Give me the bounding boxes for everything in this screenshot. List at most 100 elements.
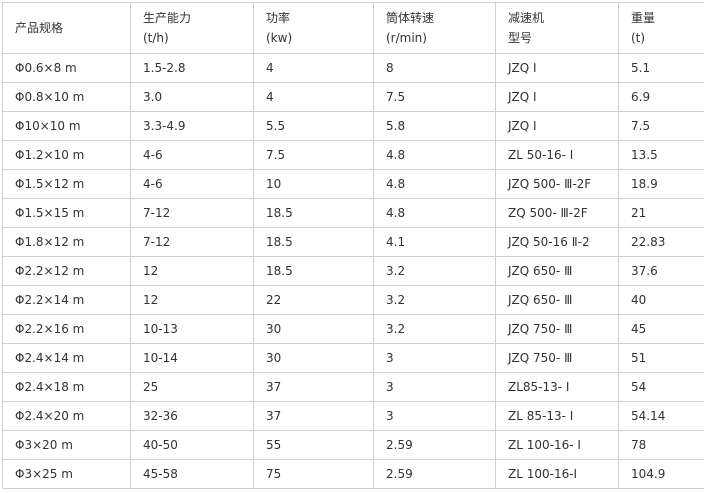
table-cell: Φ1.5×12 m: [2, 169, 131, 199]
table-cell: 12: [130, 256, 254, 286]
table-row: Φ1.5×12 m 4-6 10 4.8 JZQ 500- Ⅲ-2F 18.9: [2, 169, 704, 199]
column-label: 产品规格: [15, 21, 64, 35]
table-row: Φ3×20 m 40-50 55 2.59 ZL 100-16- Ⅰ 78: [2, 430, 704, 460]
table-row: Φ2.4×14 m 10-14 30 3 JZQ 750- Ⅲ 51: [2, 343, 704, 373]
table-cell: 3.3-4.9: [130, 111, 254, 141]
table-row: Φ1.2×10 m 4-6 7.5 4.8 ZL 50-16- Ⅰ 13.5: [2, 140, 704, 170]
table-row: Φ0.8×10 m 3.0 4 7.5 JZQ Ⅰ 6.9: [2, 82, 704, 112]
table-cell: JZQ Ⅰ: [495, 111, 619, 141]
table-cell: 30: [253, 343, 374, 373]
table-cell: Φ1.8×12 m: [2, 227, 131, 257]
table-cell: 22: [253, 285, 374, 315]
table-cell: Φ2.4×14 m: [2, 343, 131, 373]
table-row: Φ0.6×8 m 1.5-2.8 4 8 JZQ Ⅰ 5.1: [2, 53, 704, 83]
table-row: Φ2.2×12 m 12 18.5 3.2 JZQ 650- Ⅲ 37.6: [2, 256, 704, 286]
table-cell: 7-12: [130, 227, 254, 257]
column-sublabel: 型号: [508, 31, 533, 45]
table-cell: 5.8: [373, 111, 496, 141]
table-cell: Φ2.4×20 m: [2, 401, 131, 431]
table-cell: 104.9: [618, 459, 704, 489]
table-cell: 10-14: [130, 343, 254, 373]
table-cell: Φ2.2×14 m: [2, 285, 131, 315]
table-cell: Φ1.2×10 m: [2, 140, 131, 170]
table-cell: Φ10×10 m: [2, 111, 131, 141]
table-cell: 10: [253, 169, 374, 199]
column-sublabel: (r/min): [386, 31, 427, 45]
column-label: 重量: [631, 11, 656, 25]
table-cell: JZQ Ⅰ: [495, 82, 619, 112]
table-cell: Φ3×20 m: [2, 430, 131, 460]
table-cell: Φ1.5×15 m: [2, 198, 131, 228]
table-cell: 25: [130, 372, 254, 402]
table-cell: 4.1: [373, 227, 496, 257]
table-cell: JZQ 750- Ⅲ: [495, 343, 619, 373]
table-cell: 10-13: [130, 314, 254, 344]
table-cell: 18.5: [253, 256, 374, 286]
table-cell: 37: [253, 372, 374, 402]
table-cell: 40: [618, 285, 704, 315]
table-cell: ZQ 500- Ⅲ-2F: [495, 198, 619, 228]
table-cell: 54: [618, 372, 704, 402]
table-cell: 18.5: [253, 198, 374, 228]
table-cell: Φ3×25 m: [2, 459, 131, 489]
table-row: Φ2.4×18 m 25 37 3 ZL85-13- Ⅰ 54: [2, 372, 704, 402]
table-cell: 4.8: [373, 198, 496, 228]
column-sublabel: (t): [631, 31, 646, 45]
column-label: 减速机: [508, 11, 545, 25]
table-cell: 5.5: [253, 111, 374, 141]
table-cell: JZQ 750- Ⅲ: [495, 314, 619, 344]
table-cell: 22.83: [618, 227, 704, 257]
table-cell: 3.2: [373, 256, 496, 286]
table-row: Φ3×25 m 45-58 75 2.59 ZL 100-16-I 104.9: [2, 459, 704, 489]
table-cell: Φ2.2×16 m: [2, 314, 131, 344]
table-cell: 7-12: [130, 198, 254, 228]
table-cell: 78: [618, 430, 704, 460]
column-header-1: 产品规格: [2, 2, 131, 54]
column-label: 生产能力: [143, 11, 192, 25]
table-cell: 75: [253, 459, 374, 489]
column-header-6: 重量 (t): [618, 2, 704, 54]
table-cell: 40-50: [130, 430, 254, 460]
table-cell: 18.5: [253, 227, 374, 257]
table-cell: ZL 100-16- Ⅰ: [495, 430, 619, 460]
table-cell: 4.8: [373, 169, 496, 199]
table-cell: 3.2: [373, 285, 496, 315]
table-cell: Φ2.4×18 m: [2, 372, 131, 402]
table-cell: 2.59: [373, 459, 496, 489]
table-cell: ZL 85-13- Ⅰ: [495, 401, 619, 431]
table-body: Φ0.6×8 m 1.5-2.8 4 8 JZQ Ⅰ 5.1 Φ0.8×10 m 3.0 4 7.…: [2, 53, 704, 489]
table-cell: 3: [373, 372, 496, 402]
table-cell: JZQ 650- Ⅲ: [495, 285, 619, 315]
column-label: 筒体转速: [386, 11, 435, 25]
table-cell: Φ0.6×8 m: [2, 53, 131, 83]
table-cell: 8: [373, 53, 496, 83]
table-cell: 12: [130, 285, 254, 315]
table-cell: 3: [373, 343, 496, 373]
table-row: Φ1.5×15 m 7-12 18.5 4.8 ZQ 500- Ⅲ-2F 21: [2, 198, 704, 228]
table-cell: 54.14: [618, 401, 704, 431]
table-cell: 45-58: [130, 459, 254, 489]
table-cell: 45: [618, 314, 704, 344]
table-cell: 4-6: [130, 169, 254, 199]
table-cell: JZQ 650- Ⅲ: [495, 256, 619, 286]
table-cell: 18.9: [618, 169, 704, 199]
table-cell: 7.5: [253, 140, 374, 170]
table-row: Φ2.4×20 m 32-36 37 3 ZL 85-13- Ⅰ 54.14: [2, 401, 704, 431]
table-cell: 21: [618, 198, 704, 228]
table-cell: 37.6: [618, 256, 704, 286]
column-label: 功率: [266, 11, 291, 25]
table-cell: ZL 100-16-I: [495, 459, 619, 489]
table-cell: 3: [373, 401, 496, 431]
table-cell: 4.8: [373, 140, 496, 170]
column-header-5: 减速机 型号: [495, 2, 619, 54]
table-cell: 30: [253, 314, 374, 344]
table-cell: 1.5-2.8: [130, 53, 254, 83]
table-cell: 4: [253, 82, 374, 112]
column-sublabel: (t/h): [143, 31, 169, 45]
table-cell: JZQ 500- Ⅲ-2F: [495, 169, 619, 199]
table-cell: 7.5: [373, 82, 496, 112]
table-cell: 37: [253, 401, 374, 431]
table-cell: ZL 50-16- Ⅰ: [495, 140, 619, 170]
table-cell: 4: [253, 53, 374, 83]
